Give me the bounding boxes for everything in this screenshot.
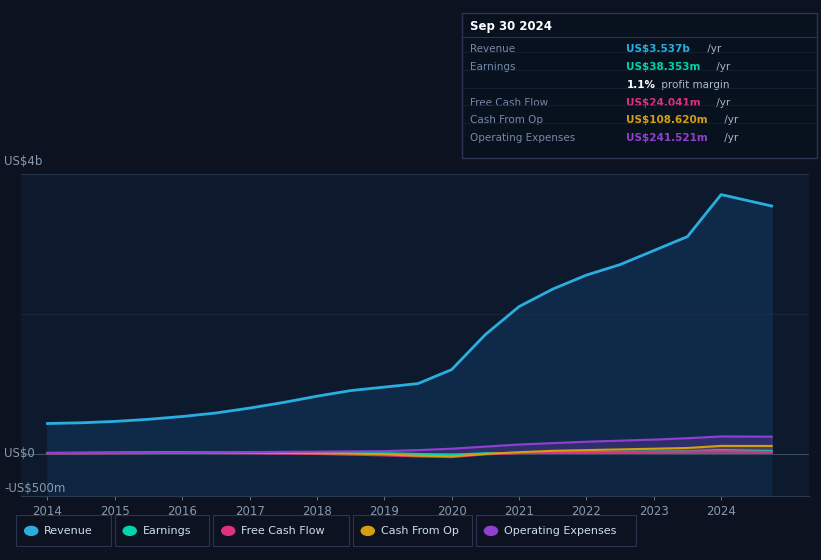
Text: /yr: /yr [704,44,722,54]
Text: US$0: US$0 [4,447,34,460]
Text: /yr: /yr [713,97,730,108]
FancyBboxPatch shape [462,13,817,158]
Text: -US$500m: -US$500m [4,482,66,495]
Text: US$38.353m: US$38.353m [626,62,701,72]
Text: Revenue: Revenue [44,526,93,536]
Text: /yr: /yr [721,133,739,143]
FancyBboxPatch shape [213,515,349,547]
Text: profit margin: profit margin [658,80,729,90]
Text: 1.1%: 1.1% [626,80,655,90]
FancyBboxPatch shape [353,515,472,547]
Text: Earnings: Earnings [470,62,516,72]
Text: Earnings: Earnings [143,526,191,536]
Text: Cash From Op: Cash From Op [470,115,544,125]
Text: Cash From Op: Cash From Op [381,526,459,536]
Circle shape [25,526,38,535]
Text: Free Cash Flow: Free Cash Flow [470,97,548,108]
Text: Operating Expenses: Operating Expenses [470,133,576,143]
Circle shape [123,526,136,535]
Text: /yr: /yr [721,115,739,125]
Text: US$24.041m: US$24.041m [626,97,701,108]
Text: Revenue: Revenue [470,44,516,54]
FancyBboxPatch shape [115,515,209,547]
Text: Free Cash Flow: Free Cash Flow [241,526,325,536]
FancyBboxPatch shape [476,515,636,547]
Circle shape [222,526,235,535]
Text: Operating Expenses: Operating Expenses [504,526,617,536]
Text: /yr: /yr [713,62,730,72]
Text: US$4b: US$4b [4,155,43,168]
FancyBboxPatch shape [16,515,111,547]
Text: US$3.537b: US$3.537b [626,44,690,54]
Circle shape [361,526,374,535]
Text: Sep 30 2024: Sep 30 2024 [470,20,553,34]
Circle shape [484,526,498,535]
Text: US$241.521m: US$241.521m [626,133,709,143]
Text: US$108.620m: US$108.620m [626,115,708,125]
